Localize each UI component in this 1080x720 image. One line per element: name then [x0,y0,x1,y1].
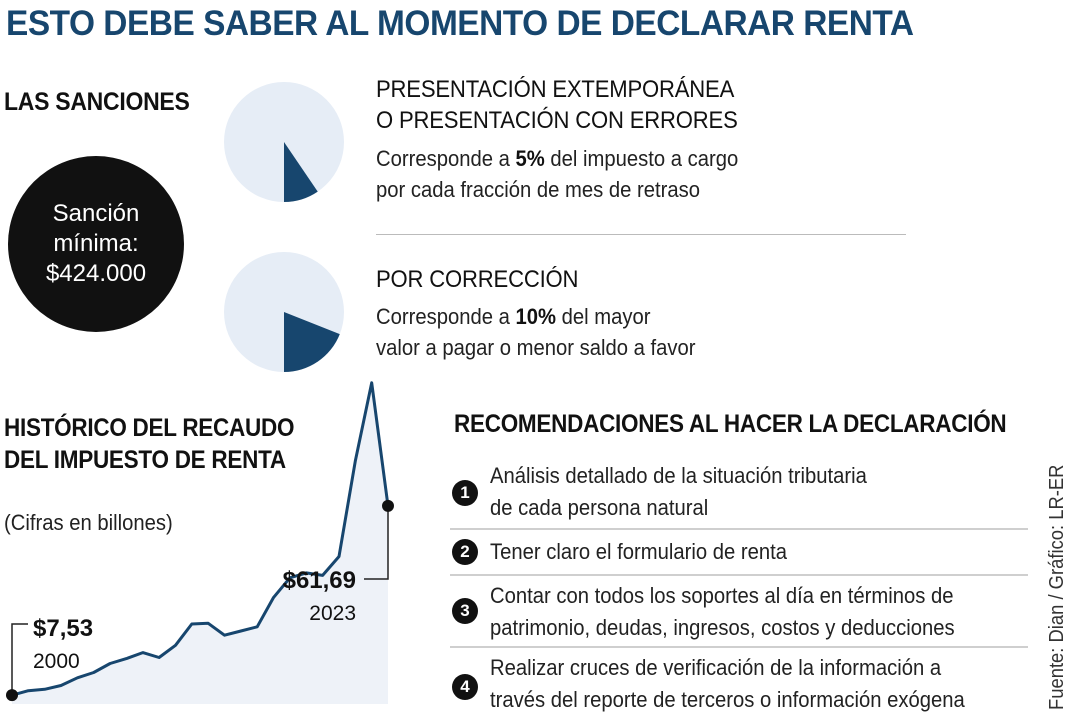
end-year-label: 2023 [309,602,356,625]
recommendation-number-1: 1 [452,480,478,506]
recommendation-divider [450,574,1028,576]
recommendation-text-3: Contar con todos los soportes al día en … [490,583,955,640]
start-point-marker [6,689,18,702]
recommendation-number-2: 2 [452,539,478,565]
start-year-label: 2000 [33,650,80,673]
history-unit-note: (Cifras en billones) [4,510,173,535]
recommendations-heading: RECOMENDACIONES AL HACER LA DECLARACIÓN [454,410,1007,438]
recommendation-number-3: 3 [452,598,478,624]
recommendation-text-1: Análisis detallado de la situación tribu… [490,463,867,520]
section-divider [376,234,906,235]
sanction-title-late: PRESENTACIÓN EXTEMPORÁNEA O PRESENTACIÓN… [376,76,738,134]
recommendation-text-4: Realizar cruces de verificación de la in… [490,655,965,712]
page-title: ESTO DEBE SABER AL MOMENTO DE DECLARAR R… [6,4,914,43]
recommendation-number-4: 4 [452,674,478,700]
recommendation-item: 3 Contar con todos los soportes al día e… [450,580,1028,644]
sanctions-heading: LAS SANCIONES [4,88,190,116]
start-value-label: $7,53 [33,615,93,642]
history-heading: HISTÓRICO DEL RECAUDO DEL IMPUESTO DE RE… [4,414,295,474]
end-value-label: $61,69 [283,567,356,594]
pie-slice-late [284,142,318,202]
minimum-sanction-label-1: Sanción [52,200,140,227]
sanction-pie-late [224,82,344,202]
end-point-marker [382,499,394,512]
recommendation-item: 2 Tener claro el formulario de renta [450,536,1028,570]
recommendation-item: 4 Realizar cruces de verificación de la … [450,652,1028,716]
revenue-area-chart: $7,53 2000 $61,69 2023 [6,381,394,704]
recommendation-item: 1 Análisis detallado de la situación tri… [450,460,1028,526]
source-credit: Fuente: Dian / Gráfico: LR-ER [1046,464,1068,710]
pie-slice-correction [284,312,340,372]
minimum-sanction-badge: Sanción mínima: $424.000 [8,156,184,332]
revenue-line [11,381,390,697]
recommendation-divider [450,528,1028,530]
recommendation-divider [450,646,1028,648]
sanction-title-correction: POR CORRECCIÓN [376,266,579,293]
sanction-pie-correction [224,252,344,372]
end-leader-line [364,505,389,580]
sanction-desc-late: Corresponde a 5% del impuesto a cargo po… [376,146,739,202]
minimum-sanction-amount: $424.000 [45,260,147,287]
start-leader-line [11,623,28,696]
area-fill [12,382,388,704]
sanction-desc-correction: Corresponde a 10% del mayor valor a paga… [376,304,696,360]
recommendation-text-2: Tener claro el formulario de renta [490,539,788,564]
minimum-sanction-label-2: mínima: [53,230,139,257]
